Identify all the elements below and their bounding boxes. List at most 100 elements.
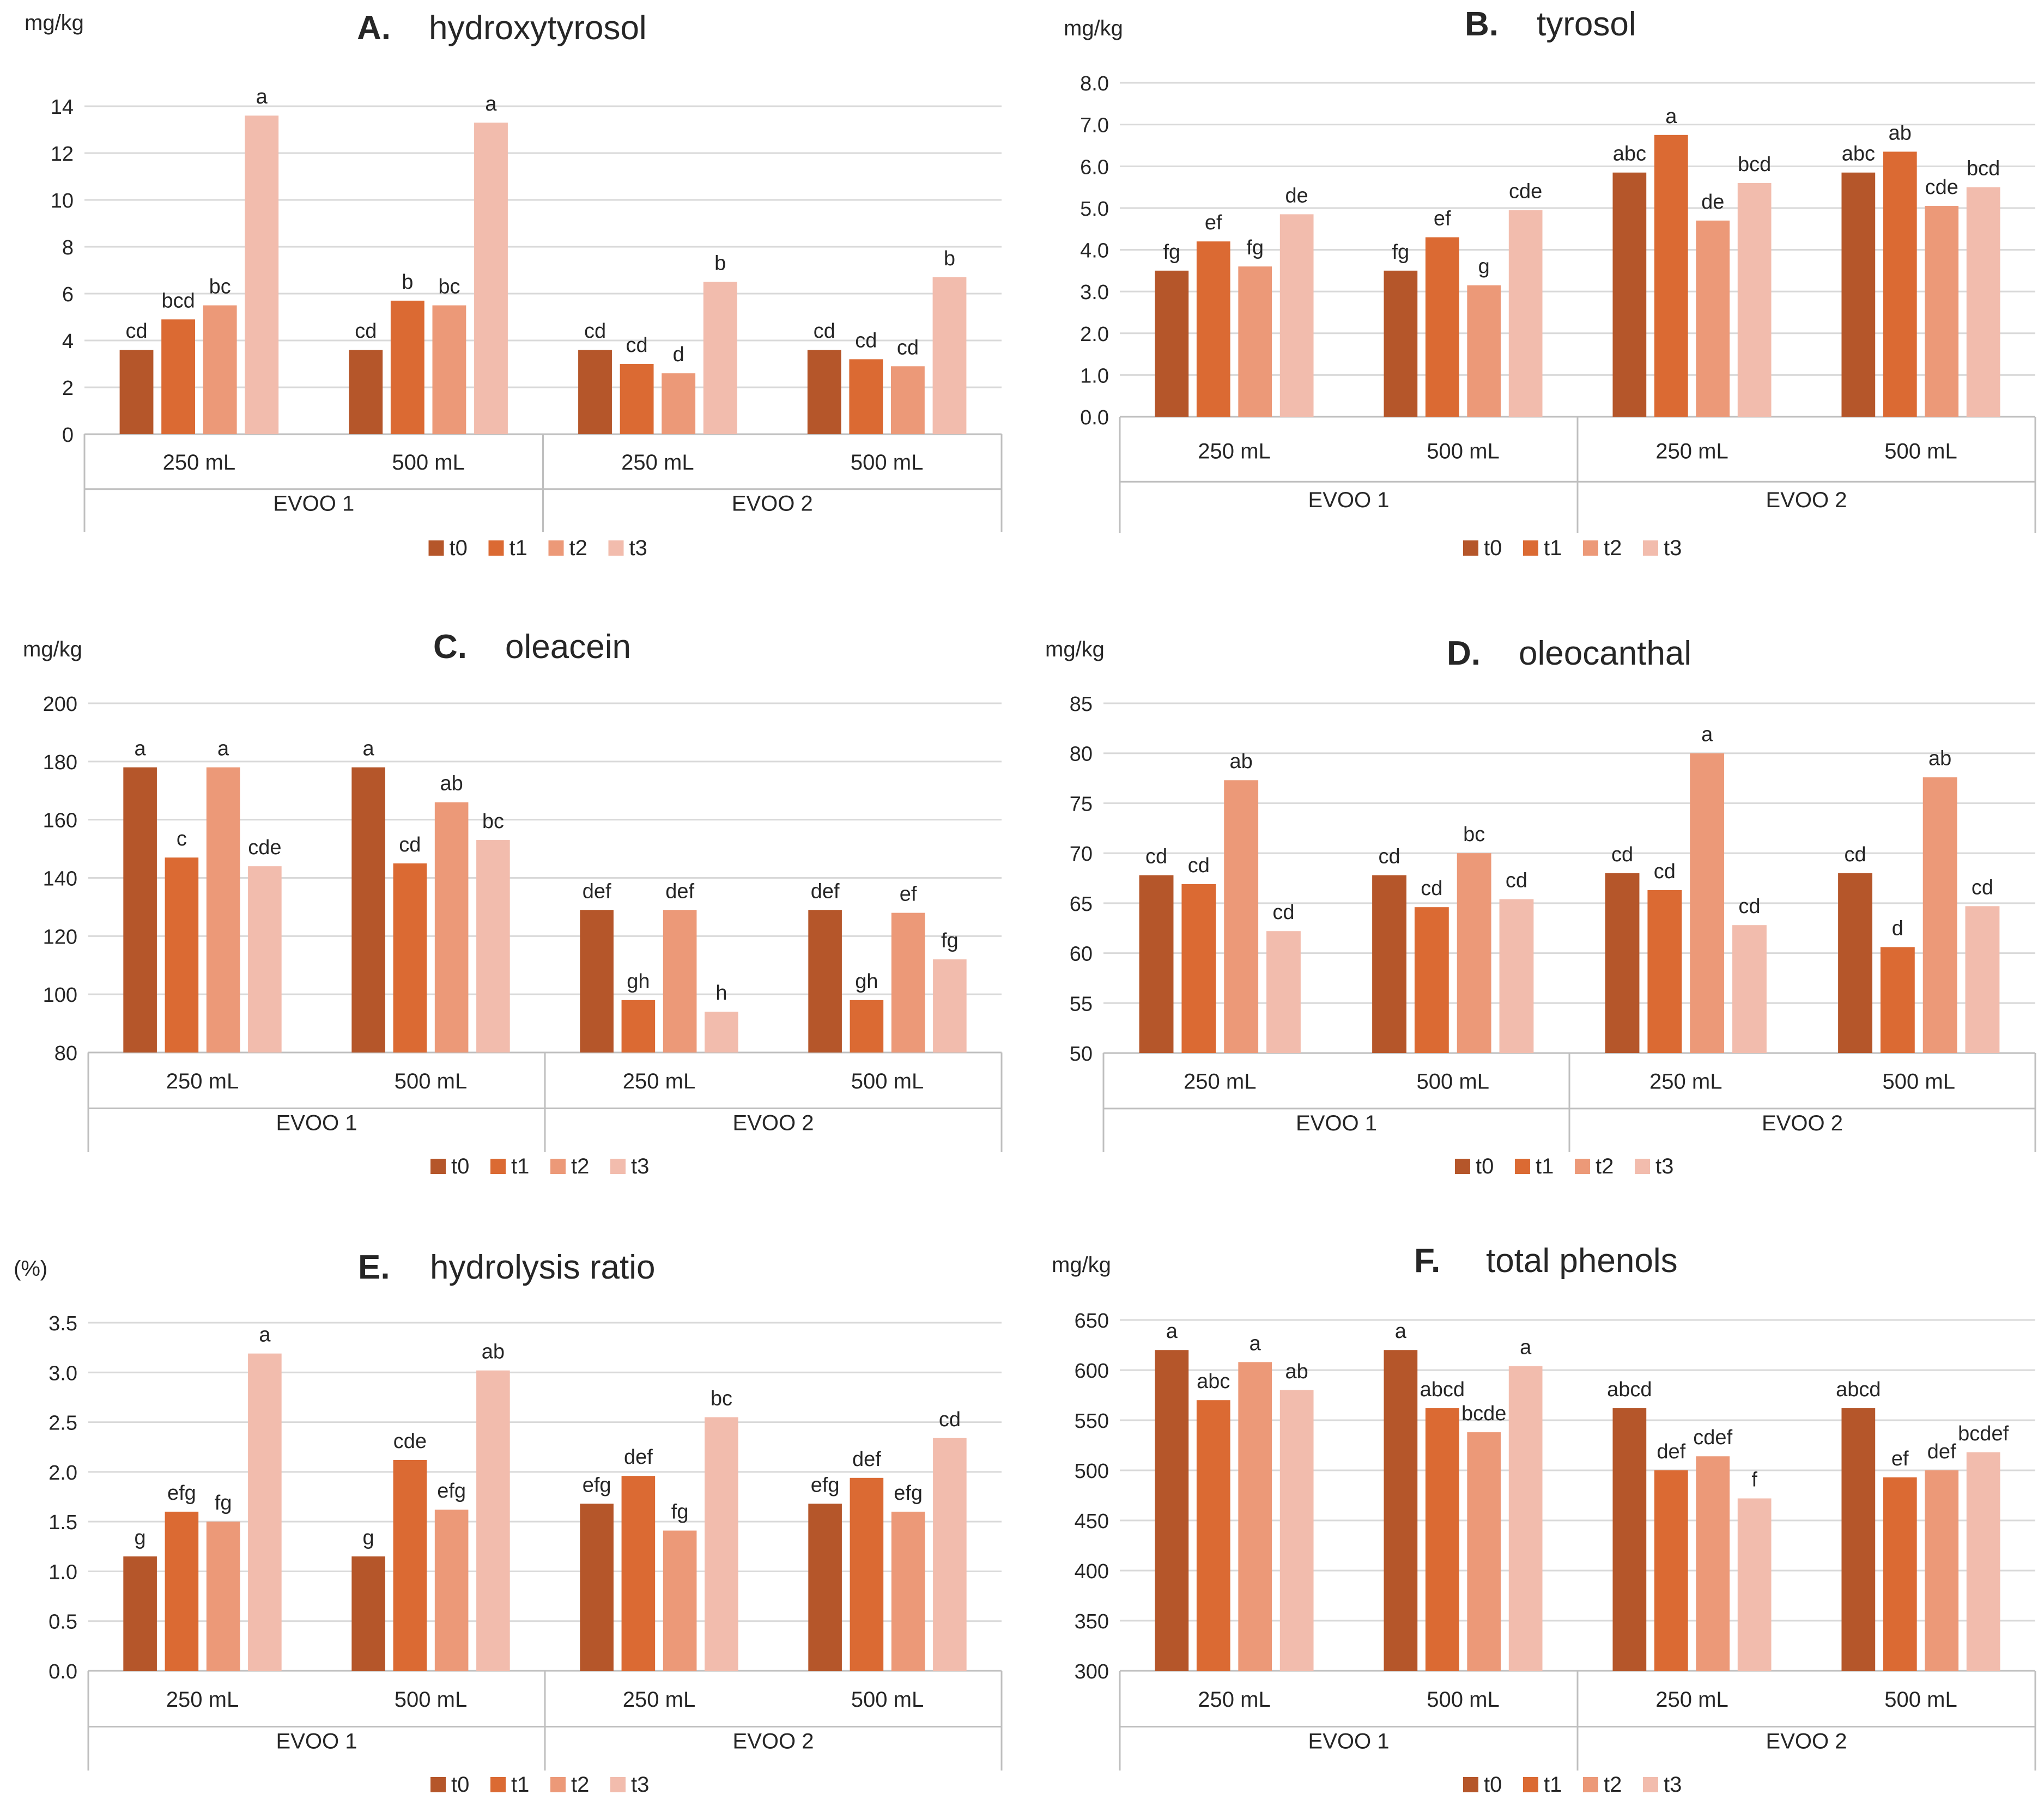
y-tick-label: 3.5 — [48, 1312, 77, 1335]
bar-t0 — [123, 767, 157, 1052]
bar-t2 — [434, 802, 469, 1052]
bar-t3 — [1279, 214, 1314, 417]
bar-t3 — [1965, 906, 2000, 1053]
bar-t3 — [248, 1353, 282, 1671]
bar-t2 — [434, 1510, 469, 1671]
legend-label: t1 — [511, 1773, 529, 1797]
legend-swatch — [548, 540, 564, 556]
significance-letter: d — [1892, 917, 1903, 940]
legend-label: t3 — [1664, 1773, 1682, 1797]
significance-letter: de — [1701, 191, 1724, 214]
y-tick-label: 1.5 — [48, 1511, 77, 1534]
significance-letter: cd — [814, 320, 835, 343]
significance-letter: a — [217, 738, 229, 761]
bar-t1 — [1196, 241, 1230, 417]
y-axis-label: mg/kg — [1064, 16, 1123, 40]
bar-t0 — [1372, 875, 1406, 1053]
significance-letter: a — [259, 1324, 271, 1347]
legend: t0 t1 t2 t3 — [1463, 1773, 1682, 1797]
y-tick-label: 2.0 — [1080, 323, 1109, 346]
significance-letter: a — [1250, 1332, 1261, 1355]
legend-label: t0 — [451, 1154, 469, 1178]
significance-letter: fg — [1246, 236, 1264, 259]
significance-letter: cd — [1378, 845, 1400, 868]
legend: t0 t1 t2 t3 — [430, 1154, 649, 1178]
significance-letter: efg — [811, 1474, 840, 1496]
bar-t1 — [1181, 884, 1216, 1053]
y-tick-label: 350 — [1075, 1610, 1109, 1633]
significance-letter: ab — [1889, 121, 1912, 144]
significance-letter: def — [624, 1446, 653, 1469]
y-tick-label: 550 — [1075, 1410, 1109, 1433]
bar-t2 — [1925, 206, 1959, 417]
significance-letter: cdef — [1693, 1426, 1732, 1449]
bar-t3 — [1732, 925, 1767, 1053]
bar-t3 — [248, 866, 282, 1052]
y-tick-label: 0.0 — [1080, 406, 1109, 429]
legend-swatch — [490, 1777, 506, 1792]
bar-t0 — [1612, 172, 1647, 417]
significance-letter: b — [714, 252, 726, 275]
significance-letter: cd — [1421, 877, 1442, 900]
y-tick-label: 6 — [62, 283, 74, 306]
bar-t3 — [705, 1012, 738, 1052]
chart-title: oleocanthal — [1519, 635, 1691, 672]
bar-t1 — [1883, 151, 1917, 417]
y-tick-label: 200 — [43, 693, 77, 716]
x-category-label: 500 mL — [392, 451, 464, 474]
x-category-label: 250 mL — [1655, 440, 1728, 464]
x-group-label: EVOO 1 — [273, 491, 354, 515]
y-tick-label: 60 — [1070, 943, 1093, 966]
legend-swatch — [1643, 1777, 1658, 1792]
legend-swatch — [428, 540, 444, 556]
bar-t0 — [580, 1504, 614, 1671]
bar-t3 — [1508, 210, 1543, 417]
significance-letter: fg — [941, 929, 959, 952]
y-tick-label: 0 — [62, 424, 74, 447]
x-category-label: 500 mL — [1883, 1070, 1955, 1094]
y-tick-label: 120 — [43, 926, 77, 948]
bar-t3 — [933, 1438, 967, 1671]
y-tick-label: 65 — [1070, 893, 1093, 916]
x-category-label: 500 mL — [395, 1688, 467, 1712]
legend-swatch — [1515, 1159, 1530, 1174]
bar-t0 — [1155, 1350, 1189, 1671]
bar-t1 — [1425, 237, 1459, 417]
panel-letter: F. — [1414, 1242, 1440, 1280]
legend-label: t2 — [571, 1773, 589, 1797]
significance-letter: bc — [438, 276, 460, 299]
y-tick-label: 2.0 — [48, 1462, 77, 1485]
bar-t3 — [245, 115, 279, 434]
significance-letter: cd — [1611, 843, 1633, 866]
x-group-label: EVOO 2 — [1762, 1111, 1843, 1135]
x-category-label: 500 mL — [851, 1069, 924, 1093]
significance-letter: cd — [1272, 901, 1294, 924]
bar-t0 — [808, 910, 842, 1052]
y-tick-label: 70 — [1070, 843, 1093, 866]
bar-t3 — [1966, 187, 2000, 417]
chart-panel-f: mg/kg F. total phenols 300 350 400 450 500 550 60… — [1052, 1242, 2036, 1797]
legend-label: t2 — [1604, 536, 1622, 560]
bar-t0 — [1384, 1350, 1418, 1671]
bar-t0 — [1139, 875, 1174, 1053]
bar-t0 — [808, 1504, 842, 1671]
y-tick-label: 0.5 — [48, 1611, 77, 1634]
legend-swatch — [1635, 1159, 1650, 1174]
bar-t1 — [161, 319, 196, 434]
significance-letter: def — [811, 880, 840, 903]
bar-t3 — [933, 959, 967, 1052]
y-tick-label: 8.0 — [1080, 72, 1109, 95]
bar-t1 — [621, 1476, 656, 1671]
legend-label: t1 — [511, 1154, 529, 1178]
bar-t1 — [390, 300, 424, 434]
significance-letter: ef — [1434, 208, 1451, 230]
bar-t0 — [123, 1556, 157, 1671]
legend-swatch — [1583, 540, 1598, 556]
significance-letter: abcd — [1420, 1378, 1465, 1401]
x-category-label: 500 mL — [1427, 1688, 1499, 1712]
bar-t0 — [1155, 270, 1189, 417]
x-category-label: 500 mL — [851, 451, 923, 474]
significance-letter: a — [256, 86, 268, 108]
significance-letter: cd — [1738, 895, 1760, 918]
